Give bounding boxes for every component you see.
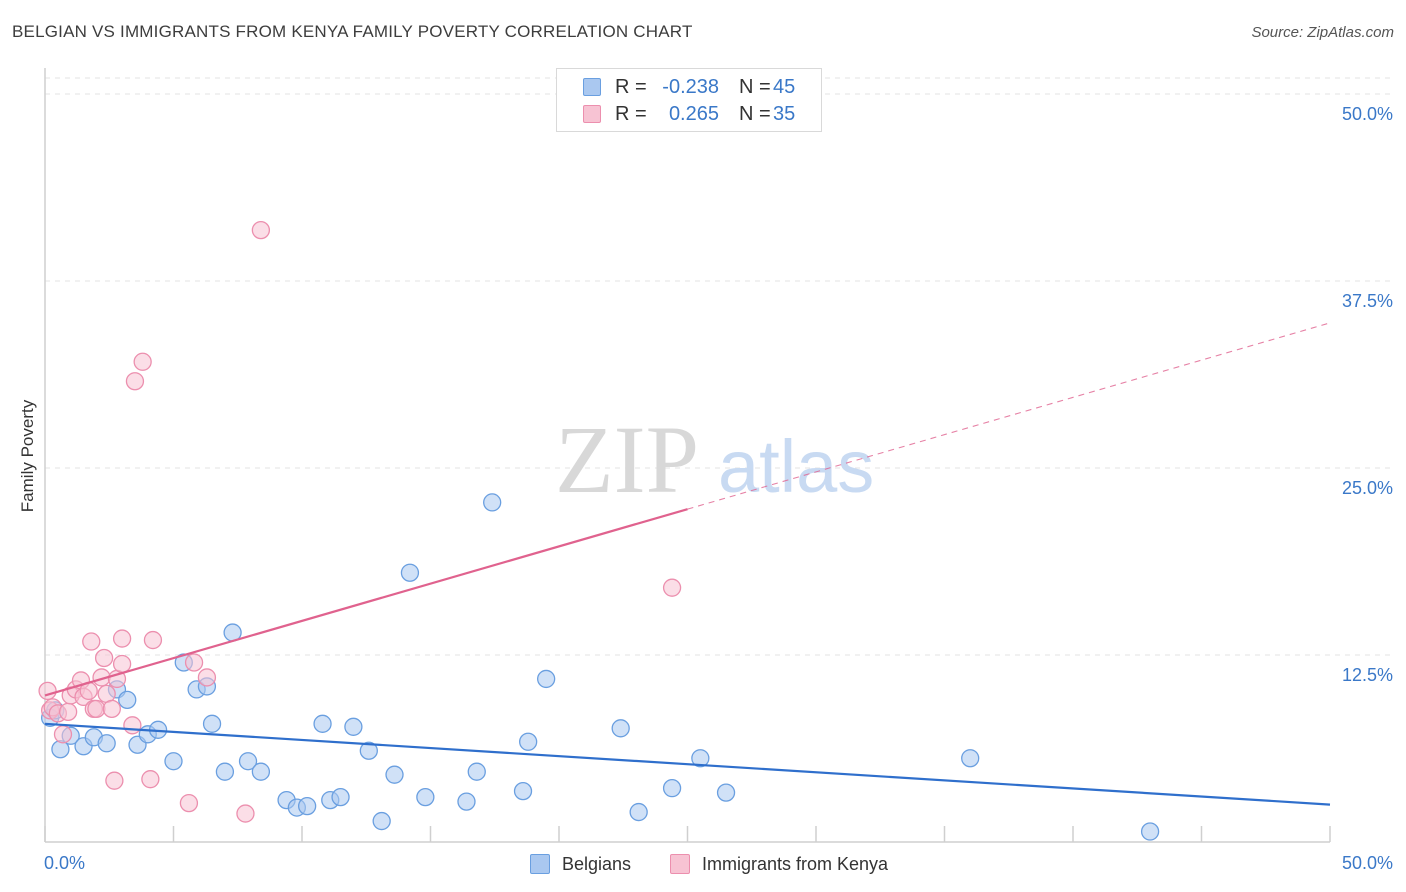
belgians-point [251, 762, 271, 781]
kenya-point [123, 716, 142, 735]
belgians-point [118, 690, 137, 710]
r-label: R = [615, 75, 647, 98]
legend-swatch-kenya [670, 854, 690, 874]
belgians-point [629, 802, 648, 822]
chart-title: BELGIAN VS IMMIGRANTS FROM KENYA FAMILY … [12, 22, 693, 41]
watermark-zip: ZIP [555, 406, 699, 513]
trend-lines [44, 322, 1331, 806]
kenya-point [53, 725, 73, 744]
tick-labels: 12.5% 25.0% 37.5% 50.0% 0.0% 50.0% [44, 104, 1393, 873]
n-label: N = [739, 102, 771, 125]
r-label: R = [615, 102, 647, 125]
legend-row-kenya: R = 0.265 N = 35 [583, 102, 795, 126]
belgians-point [467, 762, 486, 781]
belgians-point [238, 752, 258, 771]
belgians-point [344, 717, 363, 736]
watermark-atlas: atlas [718, 425, 874, 508]
kenya-point [251, 220, 271, 240]
source-label: Source: ZipAtlas.com [1251, 24, 1394, 41]
kenya-point [184, 653, 204, 672]
belgians-point [385, 765, 404, 784]
legend-item-belgians[interactable]: Belgians [530, 852, 631, 876]
belgians-point [297, 796, 317, 816]
kenya-point [87, 699, 106, 719]
legend-label-belgians: Belgians [562, 853, 632, 874]
kenya-point [105, 771, 124, 790]
legend-label-kenya: Immigrants from Kenya [702, 853, 889, 874]
belgians-point [1140, 822, 1160, 841]
belgians-point [537, 669, 556, 689]
belgians-point [457, 792, 476, 811]
kenya-point [236, 804, 255, 823]
kenya-point [141, 770, 160, 789]
kenya-point [197, 668, 217, 687]
kenya-trend-line [44, 508, 688, 697]
kenya-point [179, 793, 199, 813]
kenya-point [94, 648, 114, 668]
y-tick-label: 12.5% [1342, 665, 1393, 685]
y-tick-label: 37.5% [1342, 291, 1393, 311]
kenya-point [143, 630, 163, 650]
kenya-point [112, 629, 132, 648]
belgians-point [519, 732, 538, 751]
x-tick-label-min: 0.0% [44, 853, 85, 873]
belgians-point [331, 787, 350, 807]
belgians-point [215, 762, 235, 781]
kenya-point [102, 699, 121, 719]
kenya-point [112, 654, 132, 674]
belgians-point [691, 749, 710, 768]
belgians-point [416, 787, 435, 807]
r-value: 0.265 [668, 102, 719, 125]
belgians-point [716, 783, 736, 802]
kenya-point [133, 352, 152, 371]
gridlines [45, 77, 1392, 656]
belgians-point [164, 752, 183, 771]
kenya-point [58, 702, 78, 721]
data-points [38, 220, 1160, 841]
belgians-point [662, 778, 682, 798]
kenya-point [82, 632, 101, 651]
legend-swatch-belgians [530, 854, 550, 874]
kenya-point [38, 681, 57, 701]
n-value: 45 [773, 75, 796, 98]
kenya-point [662, 578, 682, 597]
belgians-point [97, 734, 116, 753]
belgians-point [961, 749, 980, 768]
belgians-trend-line [44, 722, 1331, 806]
kenya-point [125, 372, 145, 391]
y-tick-label: 25.0% [1342, 478, 1393, 498]
belgians-point [483, 493, 502, 512]
legend-swatch-belgians [583, 78, 601, 96]
n-value: 35 [773, 102, 796, 125]
r-value: -0.238 [662, 75, 719, 98]
y-tick-label: 50.0% [1342, 104, 1393, 124]
legend-item-kenya[interactable]: Immigrants from Kenya [670, 852, 888, 876]
kenya-trend-line-extension [687, 322, 1331, 510]
belgians-point [513, 781, 533, 801]
stats-legend: R = -0.238 N = 45 R = 0.265 N = 35 [556, 68, 822, 132]
legend-row-belgians: R = -0.238 N = 45 [583, 75, 795, 99]
belgians-point [202, 714, 222, 733]
legend-swatch-kenya [583, 105, 601, 123]
belgians-point [313, 714, 332, 733]
belgians-point [359, 741, 378, 760]
belgians-point [611, 719, 630, 738]
n-label: N = [739, 75, 771, 98]
belgians-point [372, 811, 391, 831]
x-tick-label-max: 50.0% [1342, 853, 1393, 873]
belgians-point [400, 563, 420, 582]
